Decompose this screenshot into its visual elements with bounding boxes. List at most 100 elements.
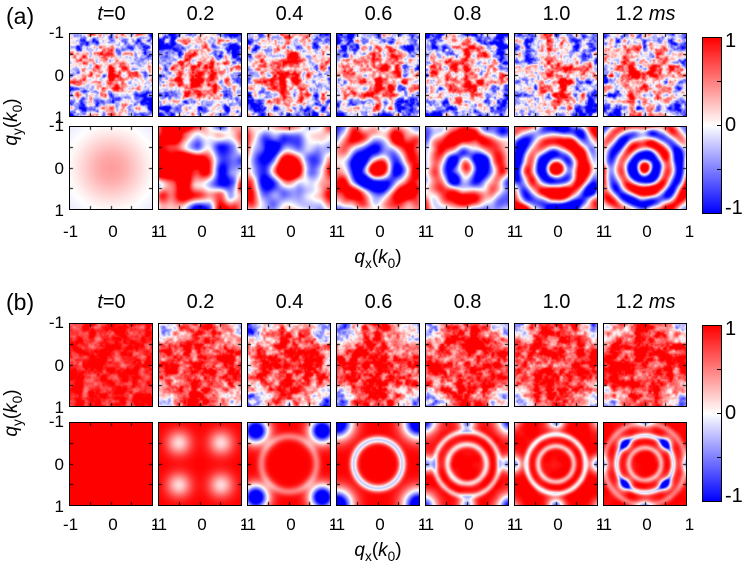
colorbar-tick-mark <box>717 81 721 83</box>
time-label: 0.4 <box>275 291 304 313</box>
x-tick-label: 0 <box>464 515 474 534</box>
x-tick-label: -1 <box>418 515 435 534</box>
time-label: 1.0 <box>542 291 571 313</box>
heatmap-b-row1-t0 <box>69 323 153 407</box>
time-label: 1.2 ms <box>615 3 676 25</box>
y-tick-label: -1 <box>48 313 64 332</box>
x-tick-label: 1 <box>595 515 606 534</box>
x-tick-label: 0 <box>464 222 474 241</box>
x-tick-label: 0 <box>642 515 652 534</box>
heatmap-b-row1-t0.6 <box>336 323 420 407</box>
colorbar <box>702 325 722 502</box>
x-tick-label: 1 <box>150 515 161 534</box>
x-tick-label: -1 <box>329 515 346 534</box>
panel-a-label: (a) <box>6 3 35 29</box>
x-tick-label: 1 <box>417 222 428 241</box>
time-label: t=0 <box>97 3 126 25</box>
x-tick-label: 0 <box>642 222 652 241</box>
x-tick-label: -1 <box>151 515 168 534</box>
colorbar-tick-label: 1 <box>725 318 737 340</box>
x-tick-label: 1 <box>239 515 250 534</box>
x-tick-label: -1 <box>240 222 257 241</box>
x-tick-label: 0 <box>286 222 296 241</box>
x-tick-label: -1 <box>151 222 168 241</box>
heatmap-a-row1-t0 <box>69 33 153 117</box>
heatmap-a-row1-t1 <box>514 33 598 117</box>
y-tick-label: -1 <box>48 116 64 135</box>
heatmap-a-row2-t1 <box>514 126 598 210</box>
heatmap-a-row2-t0.8 <box>425 126 509 210</box>
heatmap-b-row2-t1 <box>514 422 598 506</box>
colorbar-tick-label: 1 <box>725 30 737 52</box>
heatmap-b-row1-t0.4 <box>247 323 331 407</box>
x-tick-label: 0 <box>375 515 385 534</box>
time-label: 0.6 <box>364 3 393 25</box>
heatmap-a-row1-t0.8 <box>425 33 509 117</box>
x-tick-label: 0 <box>197 222 207 241</box>
x-tick-label: 0 <box>108 515 118 534</box>
panel-b-label: (b) <box>6 289 35 315</box>
colorbar-tick-mark <box>717 413 721 414</box>
x-tick-label: 0 <box>286 515 296 534</box>
colorbar-tick-label: -1 <box>725 485 743 507</box>
y-tick-label: 1 <box>54 497 64 516</box>
x-tick-label: 1 <box>239 222 250 241</box>
x-tick-label: -1 <box>596 222 613 241</box>
x-tick-label: 1 <box>417 515 428 534</box>
heatmap-b-row1-t1.2 <box>603 323 687 407</box>
heatmap-b-row1-t0.2 <box>158 323 242 407</box>
y-tick-label: 1 <box>54 108 64 127</box>
y-tick-label: 0 <box>54 158 64 178</box>
x-tick-label: 0 <box>553 515 563 534</box>
panel-b-x-axis-label: qx(k0) <box>354 540 402 564</box>
x-tick-label: -1 <box>418 222 435 241</box>
y-tick-label: -1 <box>48 412 64 431</box>
time-label: 0.8 <box>453 3 482 25</box>
time-label: 1.2 ms <box>615 291 676 313</box>
x-tick-label: 0 <box>108 222 118 241</box>
heatmap-b-row2-t0.6 <box>336 422 420 506</box>
heatmap-a-row1-t0.6 <box>336 33 420 117</box>
x-tick-label: 0 <box>553 222 563 241</box>
panel-a-x-axis-label: qx(k0) <box>354 247 402 271</box>
x-tick-label: 1 <box>684 222 695 241</box>
time-label: t=0 <box>97 291 126 313</box>
x-tick-label: 1 <box>684 515 695 534</box>
colorbar-tick-mark <box>717 456 721 458</box>
colorbar-tick-label: 0 <box>725 401 737 424</box>
x-tick-label: 0 <box>197 515 207 534</box>
y-tick-label: 0 <box>54 355 64 375</box>
heatmap-a-row2-t0 <box>69 126 153 210</box>
heatmap-b-row1-t1 <box>514 323 598 407</box>
time-label: 0.2 <box>186 3 215 25</box>
x-tick-label: 1 <box>328 222 339 241</box>
heatmap-a-row1-t1.2 <box>603 33 687 117</box>
y-tick-label: 0 <box>54 65 64 85</box>
heatmap-a-row2-t1.2 <box>603 126 687 210</box>
heatmap-b-row2-t0.8 <box>425 422 509 506</box>
y-tick-label: 1 <box>54 398 64 417</box>
time-label: 0.4 <box>275 3 304 25</box>
x-tick-label: -1 <box>596 515 613 534</box>
x-tick-label: -1 <box>507 222 524 241</box>
heatmap-a-row1-t0.2 <box>158 33 242 117</box>
heatmap-a-row2-t0.6 <box>336 126 420 210</box>
y-tick-label: -1 <box>48 23 64 42</box>
colorbar-tick-label: 0 <box>725 113 737 136</box>
x-tick-label: -1 <box>62 515 79 534</box>
colorbar-tick-label: -1 <box>725 197 743 219</box>
x-tick-label: 0 <box>375 222 385 241</box>
heatmap-a-row2-t0.2 <box>158 126 242 210</box>
time-label: 1.0 <box>542 3 571 25</box>
x-tick-label: 1 <box>506 222 517 241</box>
x-tick-label: -1 <box>240 515 257 534</box>
x-tick-label: -1 <box>507 515 524 534</box>
heatmap-a-row1-t0.4 <box>247 33 331 117</box>
colorbar-tick-mark <box>717 125 721 126</box>
colorbar <box>702 37 722 214</box>
heatmap-b-row2-t0.2 <box>158 422 242 506</box>
colorbar-tick-mark <box>717 168 721 170</box>
y-tick-label: 1 <box>54 201 64 220</box>
heatmap-b-row2-t0.4 <box>247 422 331 506</box>
